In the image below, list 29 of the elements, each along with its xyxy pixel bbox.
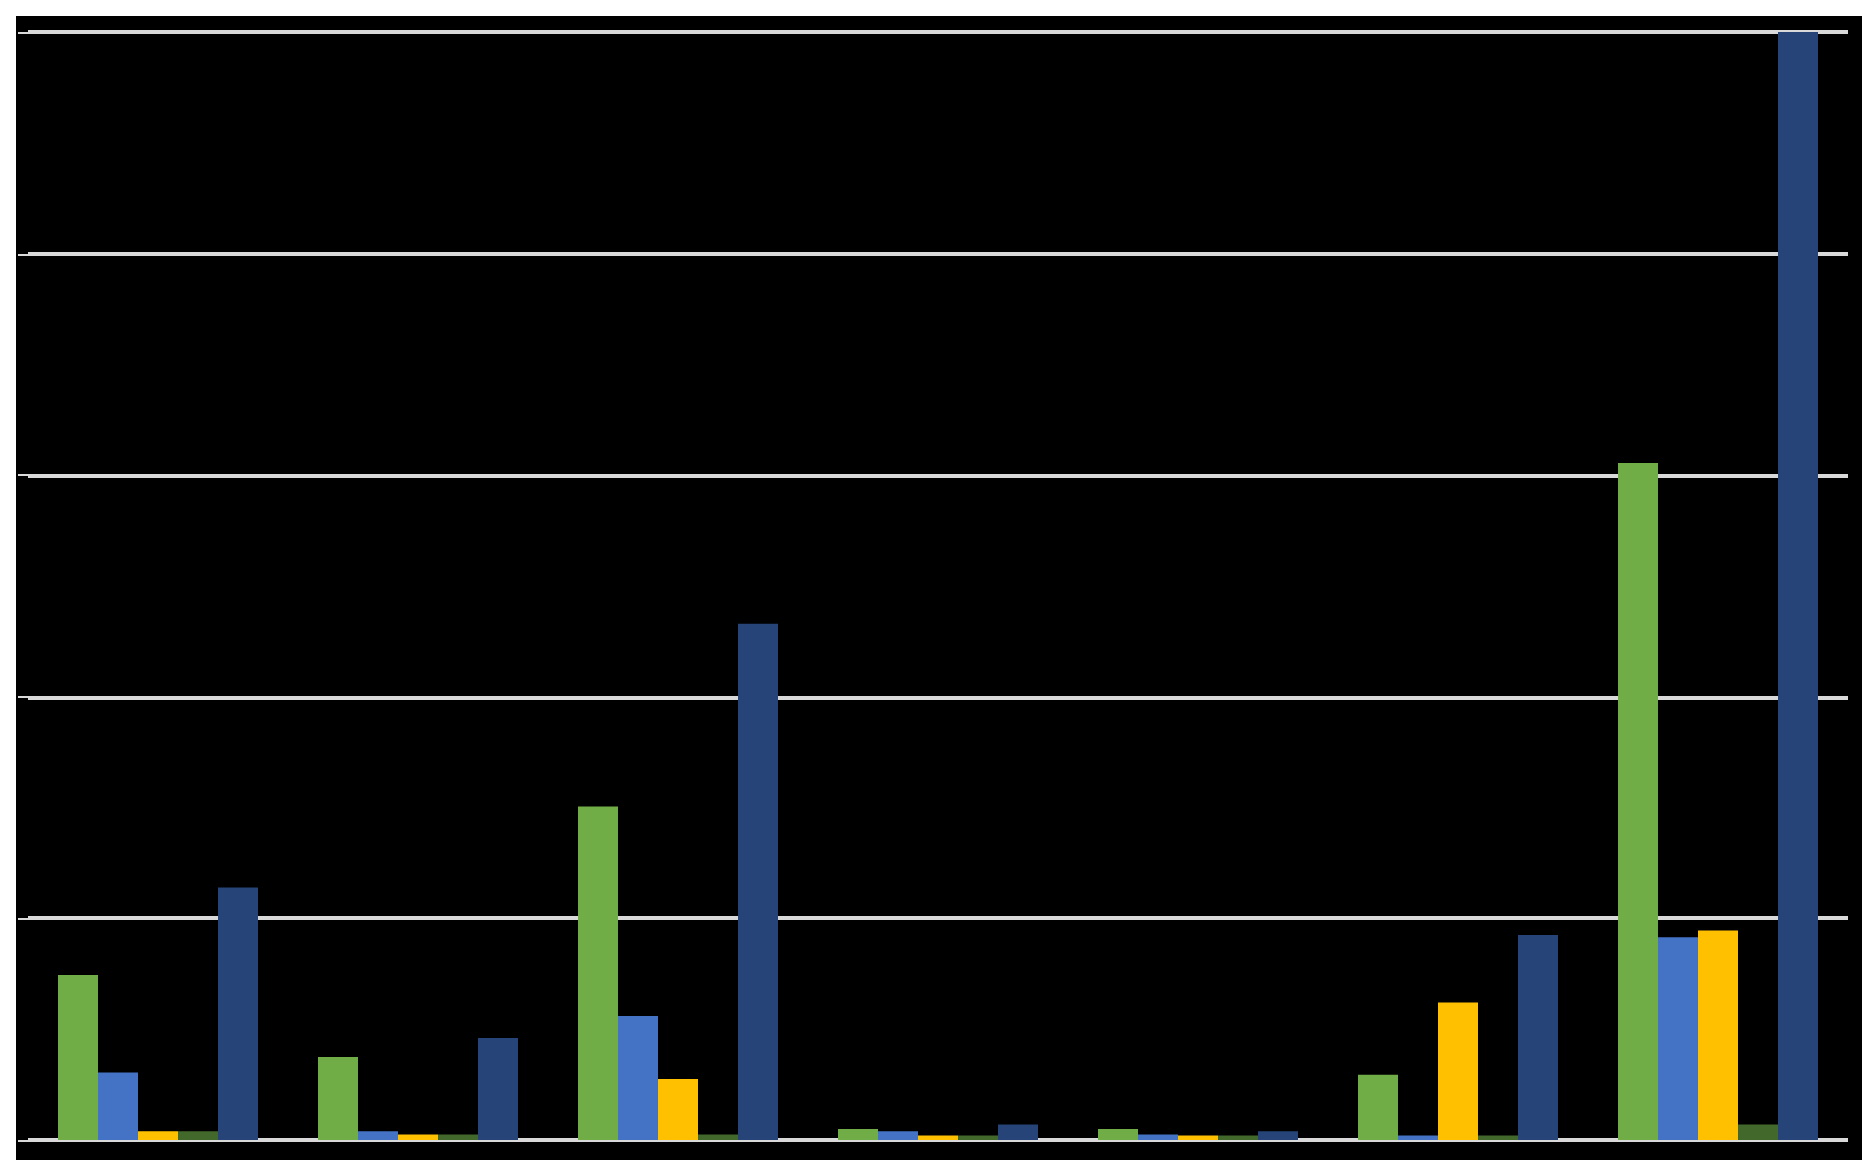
bar (618, 1015, 658, 1140)
bar (218, 887, 258, 1140)
bar (438, 1134, 478, 1140)
bar (1618, 463, 1658, 1140)
bar (1358, 1074, 1398, 1140)
bar (1698, 930, 1738, 1140)
bar (578, 806, 618, 1140)
bar (178, 1131, 218, 1140)
bar (98, 1072, 138, 1140)
bar (358, 1131, 398, 1140)
bar (878, 1131, 918, 1140)
bar (1738, 1124, 1778, 1140)
bar (838, 1128, 878, 1140)
bar (1258, 1131, 1298, 1140)
bar (478, 1038, 518, 1140)
bar (1778, 32, 1818, 1140)
bar (318, 1056, 358, 1140)
bar (1518, 935, 1558, 1140)
bar (398, 1134, 438, 1140)
bar (1098, 1128, 1138, 1140)
bar (138, 1131, 178, 1140)
bar (58, 974, 98, 1140)
bar (998, 1124, 1038, 1140)
bar (1438, 1002, 1478, 1140)
bar (658, 1079, 698, 1140)
bar (1658, 937, 1698, 1140)
bar (1138, 1134, 1178, 1140)
bar (698, 1134, 738, 1140)
bar (738, 623, 778, 1140)
